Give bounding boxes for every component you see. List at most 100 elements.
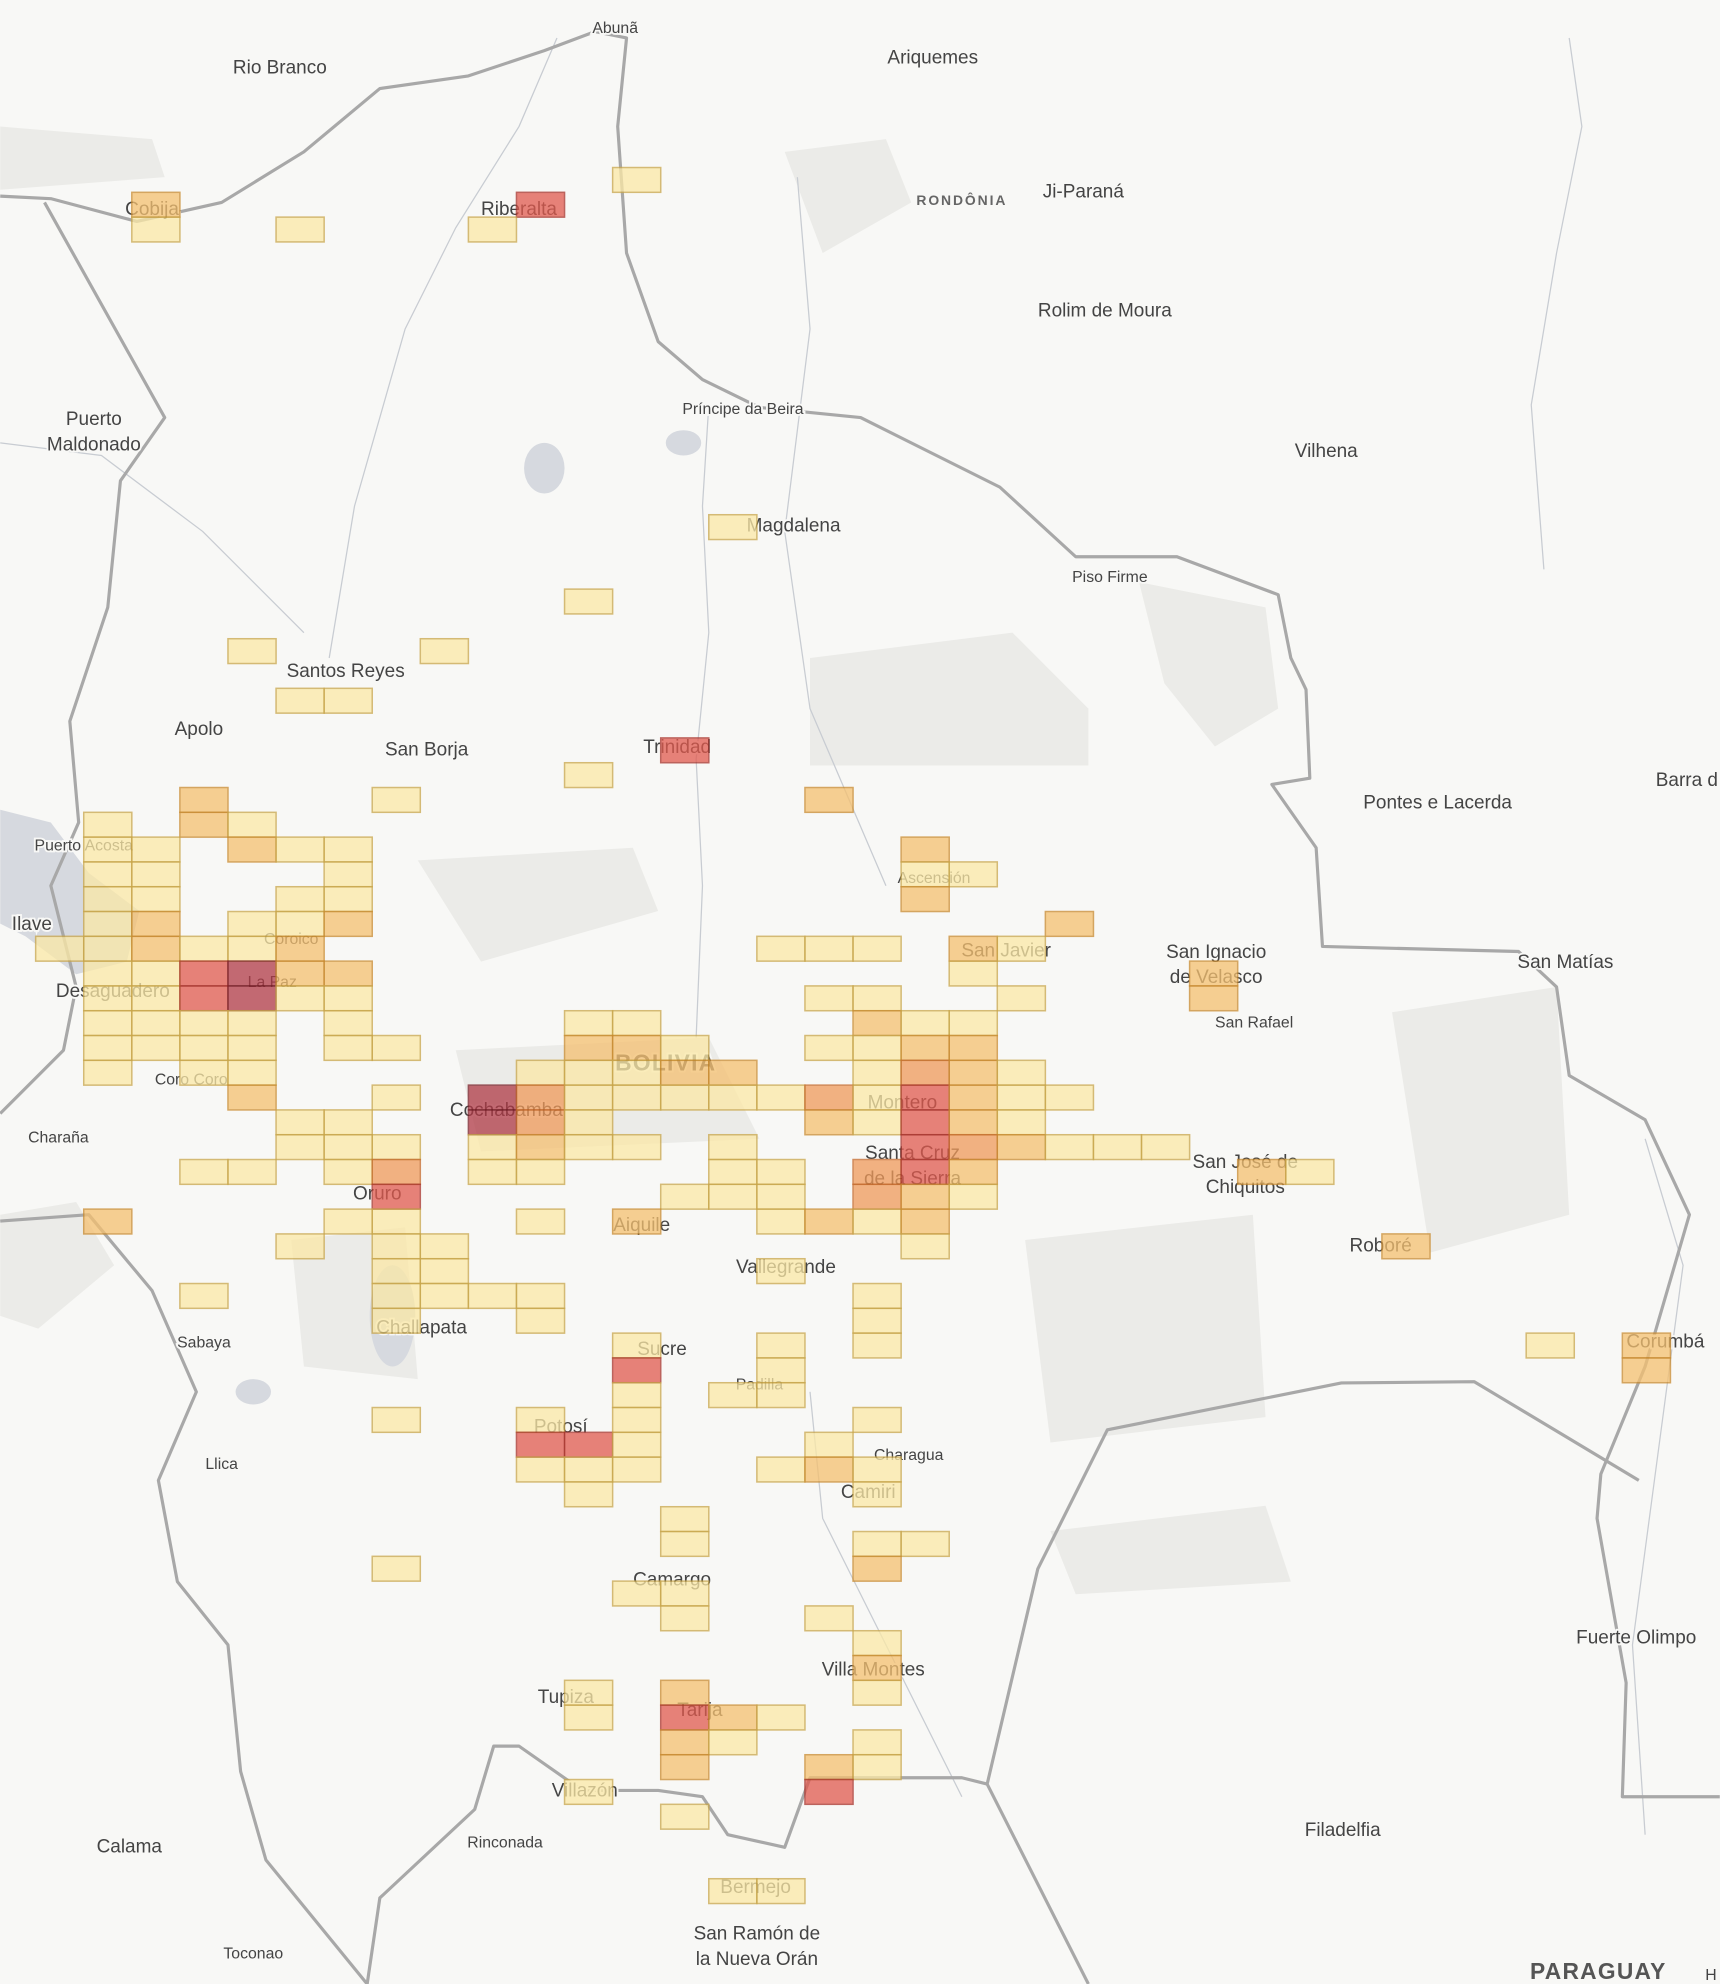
heat-cell bbox=[371, 1257, 422, 1285]
heat-cell bbox=[371, 1307, 422, 1334]
heat-cell bbox=[323, 910, 373, 938]
heat-cell bbox=[563, 1084, 614, 1111]
heat-cell bbox=[467, 1282, 518, 1310]
heat-cell bbox=[852, 1406, 902, 1434]
heat-cell bbox=[515, 1059, 566, 1086]
heat-cell bbox=[227, 985, 277, 1012]
heat-cell bbox=[756, 1332, 806, 1359]
heat-cell bbox=[323, 836, 373, 863]
heat-cell bbox=[82, 960, 133, 987]
heat-cell bbox=[323, 1133, 373, 1161]
heat-cell bbox=[756, 1158, 806, 1186]
heat-cell bbox=[804, 985, 854, 1012]
heat-cell bbox=[804, 786, 854, 814]
heat-cell bbox=[756, 1704, 806, 1731]
heat-cell bbox=[131, 191, 181, 218]
heat-cell bbox=[563, 1481, 614, 1508]
heat-cell bbox=[611, 1084, 662, 1111]
heat-cell bbox=[852, 1208, 902, 1235]
place-label: la Nueva Orán bbox=[696, 1949, 818, 1970]
heat-cell bbox=[659, 1704, 710, 1731]
heat-cell bbox=[708, 1158, 758, 1186]
heat-cell bbox=[371, 1233, 422, 1260]
heat-cell bbox=[323, 1109, 373, 1136]
heat-cell bbox=[371, 1084, 422, 1111]
heat-cell bbox=[131, 216, 181, 243]
heat-cell bbox=[948, 1084, 999, 1111]
heat-cell bbox=[131, 960, 181, 987]
place-label: Pontes e Lacerda bbox=[1363, 793, 1512, 814]
heat-cell bbox=[275, 1233, 325, 1260]
heat-cell bbox=[323, 1158, 373, 1186]
place-label: H bbox=[1705, 1967, 1716, 1984]
heat-cell bbox=[708, 1183, 758, 1210]
heat-cell bbox=[82, 910, 133, 938]
heat-cell bbox=[900, 1158, 950, 1186]
heat-cell bbox=[131, 935, 181, 962]
heat-cell bbox=[708, 1381, 758, 1409]
heat-cell bbox=[900, 1009, 950, 1037]
heat-cell bbox=[419, 1282, 470, 1310]
heat-cell bbox=[756, 1257, 806, 1285]
heat-cell bbox=[1188, 960, 1239, 987]
heat-cell bbox=[1525, 1332, 1576, 1359]
heat-cell bbox=[82, 1034, 133, 1062]
heat-cell bbox=[275, 1109, 325, 1136]
heat-cell bbox=[804, 1034, 854, 1062]
heat-cell bbox=[804, 1208, 854, 1235]
heat-cell bbox=[659, 1605, 710, 1632]
place-label: Santos Reyes bbox=[287, 661, 405, 682]
place-label: San Borja bbox=[385, 739, 469, 760]
heat-cell bbox=[852, 1456, 902, 1483]
heat-cell bbox=[515, 1084, 566, 1111]
heat-cell bbox=[82, 836, 133, 863]
heat-cell bbox=[563, 1009, 614, 1037]
place-label: San Rafael bbox=[1215, 1014, 1293, 1031]
heat-cell bbox=[563, 1133, 614, 1161]
heat-cell bbox=[948, 1034, 999, 1062]
heat-cell bbox=[275, 935, 325, 962]
heat-cell bbox=[323, 1034, 373, 1062]
heat-cell bbox=[852, 1009, 902, 1037]
heat-cell bbox=[611, 1034, 662, 1062]
heat-cell bbox=[227, 960, 277, 987]
heat-cell bbox=[227, 935, 277, 962]
heat-cell bbox=[852, 1332, 902, 1359]
heat-cell bbox=[852, 1109, 902, 1136]
heat-cell bbox=[179, 985, 229, 1012]
heat-cell bbox=[563, 1679, 614, 1706]
heat-cell bbox=[82, 885, 133, 913]
heat-cell bbox=[563, 1431, 614, 1458]
heat-cell bbox=[515, 1208, 566, 1235]
heat-cell bbox=[611, 1133, 662, 1161]
heat-cell bbox=[708, 1877, 758, 1905]
heat-cell bbox=[948, 1158, 999, 1186]
heat-cell bbox=[515, 1282, 566, 1310]
heat-cell bbox=[659, 1729, 710, 1756]
heat-cell bbox=[179, 786, 229, 814]
heat-cell bbox=[227, 637, 277, 665]
heat-cell bbox=[756, 1456, 806, 1483]
place-label: Fuerte Olimpo bbox=[1576, 1628, 1696, 1649]
heat-cells bbox=[34, 166, 1672, 1905]
place-label: Rio Branco bbox=[233, 57, 327, 78]
heat-cell bbox=[804, 1753, 854, 1781]
heat-cell bbox=[996, 1059, 1047, 1086]
heat-cell bbox=[371, 1208, 422, 1235]
heat-cell bbox=[275, 1133, 325, 1161]
heat-cell bbox=[371, 1555, 422, 1582]
heat-cell bbox=[275, 836, 325, 863]
heat-cell bbox=[708, 1729, 758, 1756]
heat-cell bbox=[371, 1158, 422, 1186]
heat-cell bbox=[467, 1133, 518, 1161]
heat-cell bbox=[996, 1133, 1047, 1161]
heat-cell bbox=[611, 1381, 662, 1409]
heat-cell bbox=[996, 935, 1047, 962]
heat-cell bbox=[323, 885, 373, 913]
place-label: San Ignacio bbox=[1166, 942, 1266, 963]
heat-cell bbox=[82, 811, 133, 838]
heat-cell bbox=[1044, 1133, 1095, 1161]
heat-cell bbox=[1092, 1133, 1143, 1161]
place-label: Príncipe da Beira bbox=[682, 401, 803, 418]
